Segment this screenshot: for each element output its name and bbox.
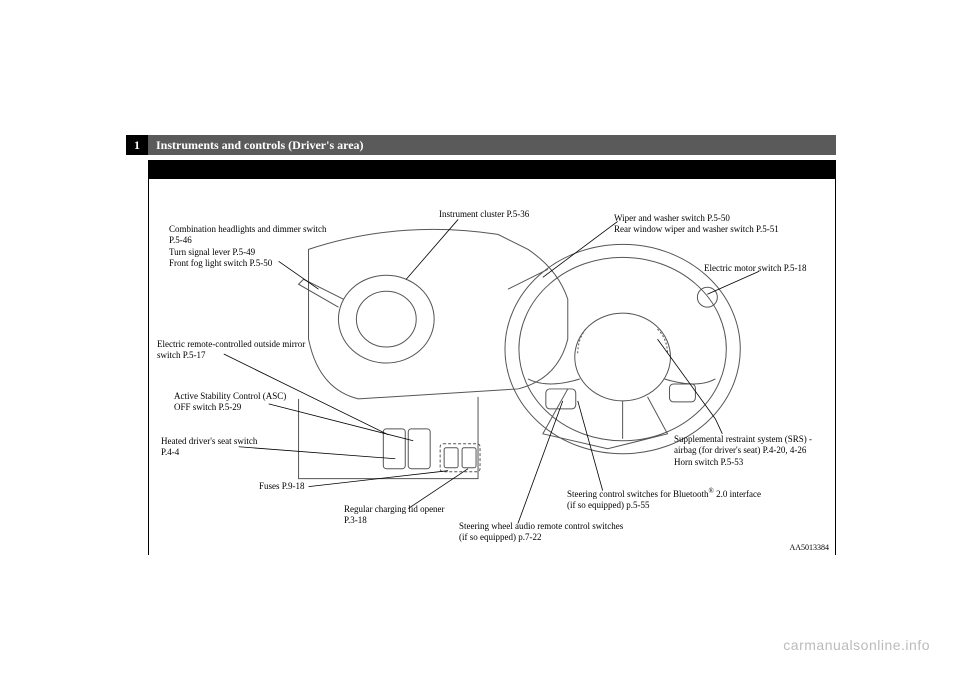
- watermark: carmanualsonline.info: [783, 637, 930, 653]
- callout-line: Rear window wiper and washer switch P.5-…: [614, 224, 779, 235]
- callout-instrument-cluster: Instrument cluster P.5-36: [439, 209, 529, 220]
- callout-motor-switch: Electric motor switch P.5-18: [704, 263, 806, 274]
- callout-line: Regular charging lid opener: [344, 504, 445, 515]
- image-id: AA5013384: [789, 543, 829, 552]
- callout-line: Turn signal lever P.5-49: [169, 247, 326, 258]
- callout-line: switch P.5-17: [157, 350, 305, 361]
- callout-combination: Combination headlights and dimmer switch…: [169, 224, 326, 269]
- callout-line: Horn switch P.5-53: [674, 457, 812, 468]
- callout-srs: Supplemental restraint system (SRS) - ai…: [674, 434, 812, 468]
- callout-line: Supplemental restraint system (SRS) -: [674, 434, 812, 445]
- callout-line: Electric remote-controlled outside mirro…: [157, 339, 305, 350]
- callout-heated-seat: Heated driver's seat switch P.4-4: [161, 436, 257, 459]
- callout-line: Steering control switches for Bluetooth®…: [567, 487, 761, 500]
- callout-line: P.3-18: [344, 515, 445, 526]
- chapter-title-bar: Instruments and controls (Driver's area): [148, 135, 836, 155]
- callout-line: airbag (for driver's seat) P.4-20, 4-26: [674, 445, 812, 456]
- callout-text: 2.0 interface: [714, 489, 761, 499]
- figure-frame: Instrument cluster P.5-36 Combination he…: [148, 160, 836, 555]
- callout-line: P.4-4: [161, 447, 257, 458]
- callout-audio-remote: Steering wheel audio remote control swit…: [459, 521, 623, 544]
- chapter-number-tab: 1: [126, 135, 148, 155]
- callout-line: Front fog light switch P.5-50: [169, 258, 326, 269]
- callout-charging-lid: Regular charging lid opener P.3-18: [344, 504, 445, 527]
- callout-line: (if so equipped) p.5-55: [567, 500, 761, 511]
- diagram-area: Instrument cluster P.5-36 Combination he…: [149, 179, 835, 556]
- callout-wiper: Wiper and washer switch P.5-50 Rear wind…: [614, 213, 779, 236]
- callout-line: P.5-46: [169, 235, 326, 246]
- callout-fuses: Fuses P.9-18: [259, 481, 305, 492]
- callout-line: Active Stability Control (ASC): [174, 391, 286, 402]
- figure-top-band: [149, 161, 835, 179]
- callout-line: Steering wheel audio remote control swit…: [459, 521, 623, 532]
- callout-line: Wiper and washer switch P.5-50: [614, 213, 779, 224]
- callout-mirror: Electric remote-controlled outside mirro…: [157, 339, 305, 362]
- callout-text: Steering control switches for Bluetooth: [567, 489, 708, 499]
- callout-line: (if so equipped) p.7-22: [459, 532, 623, 543]
- callout-bluetooth: Steering control switches for Bluetooth®…: [567, 487, 761, 512]
- callout-line: Combination headlights and dimmer switch: [169, 224, 326, 235]
- callout-line: OFF switch P.5-29: [174, 402, 286, 413]
- callout-asc: Active Stability Control (ASC) OFF switc…: [174, 391, 286, 414]
- callout-line: Heated driver's seat switch: [161, 436, 257, 447]
